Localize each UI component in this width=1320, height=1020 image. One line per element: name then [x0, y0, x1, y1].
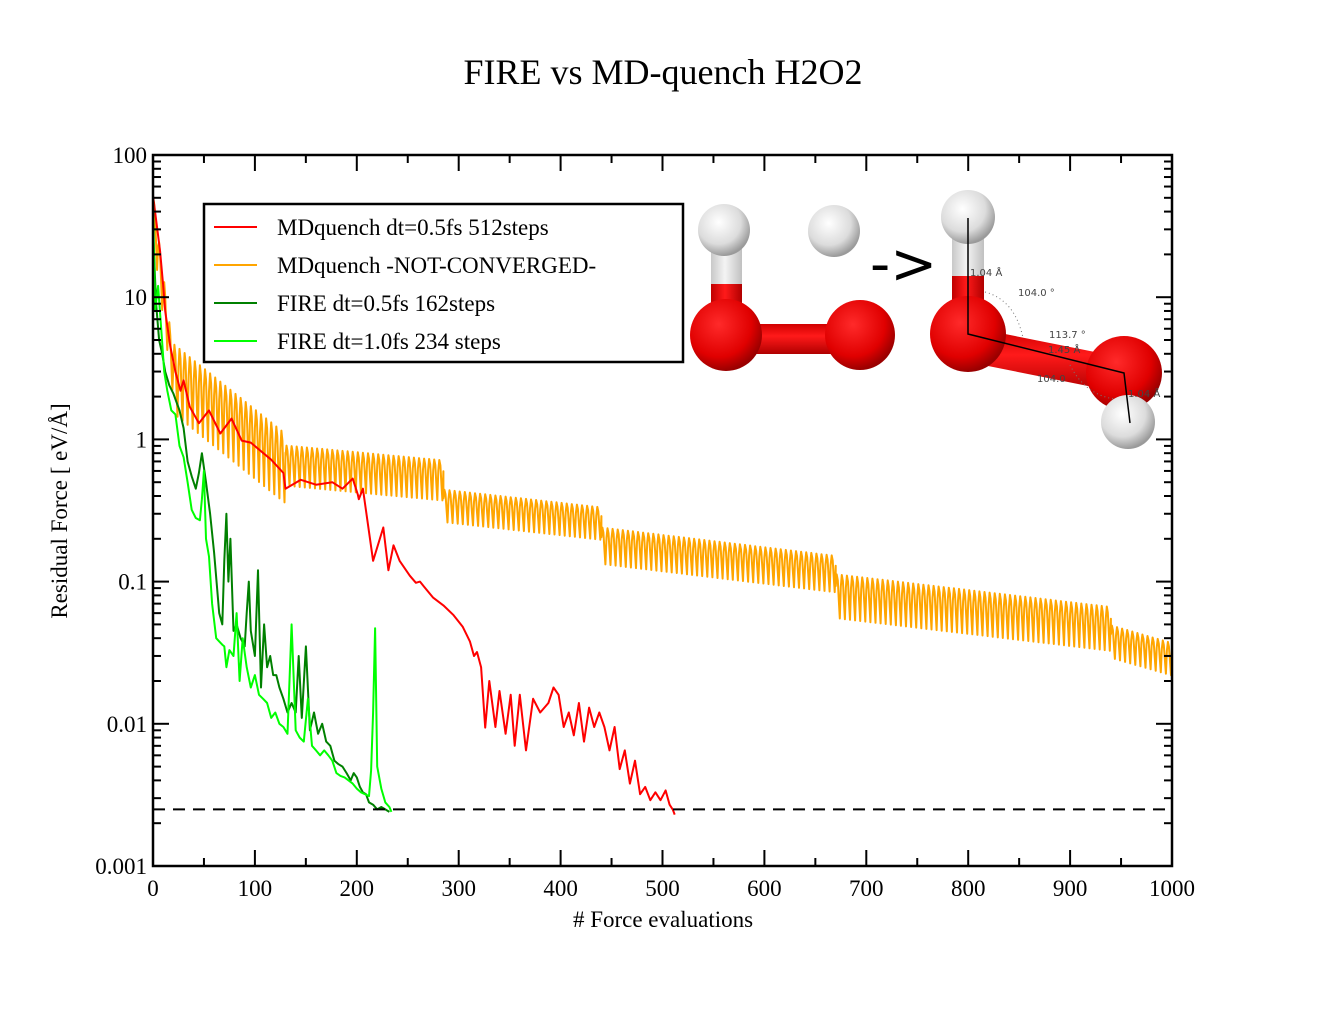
legend-label: MDquench dt=0.5fs 512steps [277, 215, 549, 240]
y-tick-labels: 0.001 0.01 0.1 1 10 100 [95, 143, 147, 879]
angle-label: 104.0 ° [1018, 288, 1055, 299]
y-tick-label: 1 [136, 427, 148, 452]
chart-title: FIRE vs MD-quench H2O2 [464, 52, 863, 92]
free-hydrogen-atom [808, 205, 860, 257]
x-tick-labels: 0 100 200 300 400 500 600 700 800 900 1000 [147, 876, 1195, 901]
x-tick-label: 400 [543, 876, 578, 901]
legend-label: FIRE dt=1.0fs 234 steps [277, 329, 501, 354]
y-tick-label: 10 [124, 285, 147, 310]
x-tick-label: 700 [849, 876, 884, 901]
legend-label: FIRE dt=0.5fs 162steps [277, 291, 495, 316]
x-axis-label: # Force evaluations [573, 907, 753, 932]
x-tick-label: 900 [1053, 876, 1088, 901]
measurement-lines [967, 218, 1131, 424]
product-molecule: 1.04 Å 104.0 ° 113.7 ° 1.45 Å 104.0 1.04… [930, 190, 1162, 449]
molecule-inset: -> 1.04 Å 104.0 ° 113.7 ° 1.45 Å 104.0 1… [690, 190, 1162, 449]
x-tick-label: 800 [951, 876, 986, 901]
y-tick-label: 0.1 [118, 570, 147, 595]
legend-label: MDquench -NOT-CONVERGED- [277, 253, 596, 278]
x-tick-label: 200 [340, 876, 375, 901]
series-line-1 [153, 201, 1172, 677]
hydrogen-atom [941, 190, 995, 244]
reaction-arrow: -> [870, 232, 937, 297]
y-tick-label: 0.001 [95, 854, 147, 879]
oxygen-atom [825, 300, 895, 370]
series-layer [153, 195, 1172, 815]
oxygen-atom [690, 299, 762, 371]
x-tick-label: 0 [147, 876, 159, 901]
bond-length-label: 1.45 Å [1048, 343, 1080, 356]
bond-length-label: 1.04 Å [970, 266, 1002, 279]
x-tick-label: 300 [441, 876, 476, 901]
y-tick-label: 100 [113, 143, 148, 168]
plot-frame [151, 153, 1174, 868]
series-line-2 [153, 229, 390, 813]
x-tick-label: 600 [747, 876, 782, 901]
y-axis-label: Residual Force [ eV/Å] [47, 403, 72, 618]
hydrogen-atom [698, 204, 750, 256]
y-tick-label: 0.01 [107, 712, 147, 737]
x-tick-label: 500 [645, 876, 680, 901]
series-line-3 [153, 197, 393, 813]
angle-arc [984, 291, 1024, 339]
series-line-0 [153, 195, 676, 815]
hydrogen-atom [1101, 395, 1155, 449]
dihedral-label: 113.7 ° [1049, 330, 1086, 341]
legend-box [202, 202, 685, 364]
legend: MDquench dt=0.5fs 512steps MDquench -NOT-… [202, 202, 685, 364]
reactant-molecule [690, 204, 895, 371]
x-tick-label: 1000 [1149, 876, 1195, 901]
bond-length-label: 1.04 Å [1128, 387, 1160, 400]
x-tick-label: 100 [238, 876, 273, 901]
angle-label: 104.0 [1037, 374, 1066, 385]
